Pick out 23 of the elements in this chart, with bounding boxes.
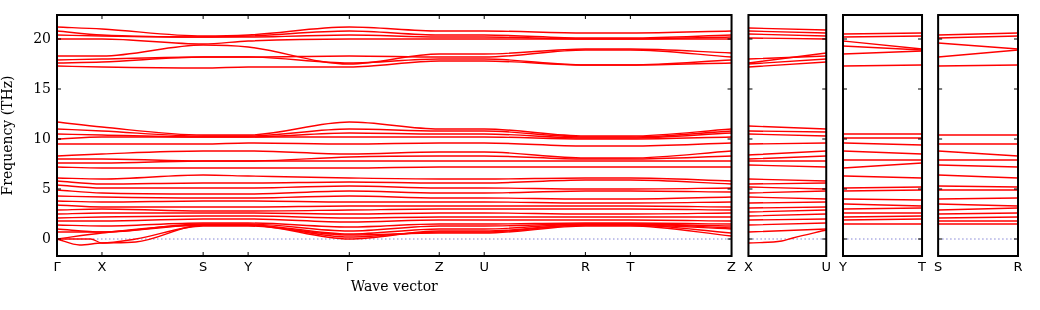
x-tick-label: U [821,259,831,275]
x-tick-label: T [917,259,927,275]
x-tick-label: T [625,259,635,275]
x-tick-label: R [1013,259,1023,275]
x-tick-label: Z [434,259,444,275]
x-tick-label: X [744,259,753,275]
x-tick-label: S [933,259,943,275]
x-tick-label: U [479,259,489,275]
x-tick-label: Γ [345,259,354,275]
y-tick-label: 20 [33,29,51,46]
x-tick-label: Y [838,259,848,275]
x-axis-title: Wave vector [350,278,439,295]
x-tick-label: Γ [53,259,62,275]
x-tick-label: X [97,259,107,275]
y-axis-title: Frequency (THz) [0,75,16,196]
y-tick-label: 5 [42,179,51,196]
x-tick-label: R [580,259,590,275]
x-tick-label: Z [727,259,737,275]
x-tick-label: Y [243,259,253,275]
x-tick-label: S [199,259,208,275]
y-tick-label: 0 [42,229,51,246]
y-tick-label: 10 [33,129,51,146]
y-tick-label: 15 [33,79,51,96]
